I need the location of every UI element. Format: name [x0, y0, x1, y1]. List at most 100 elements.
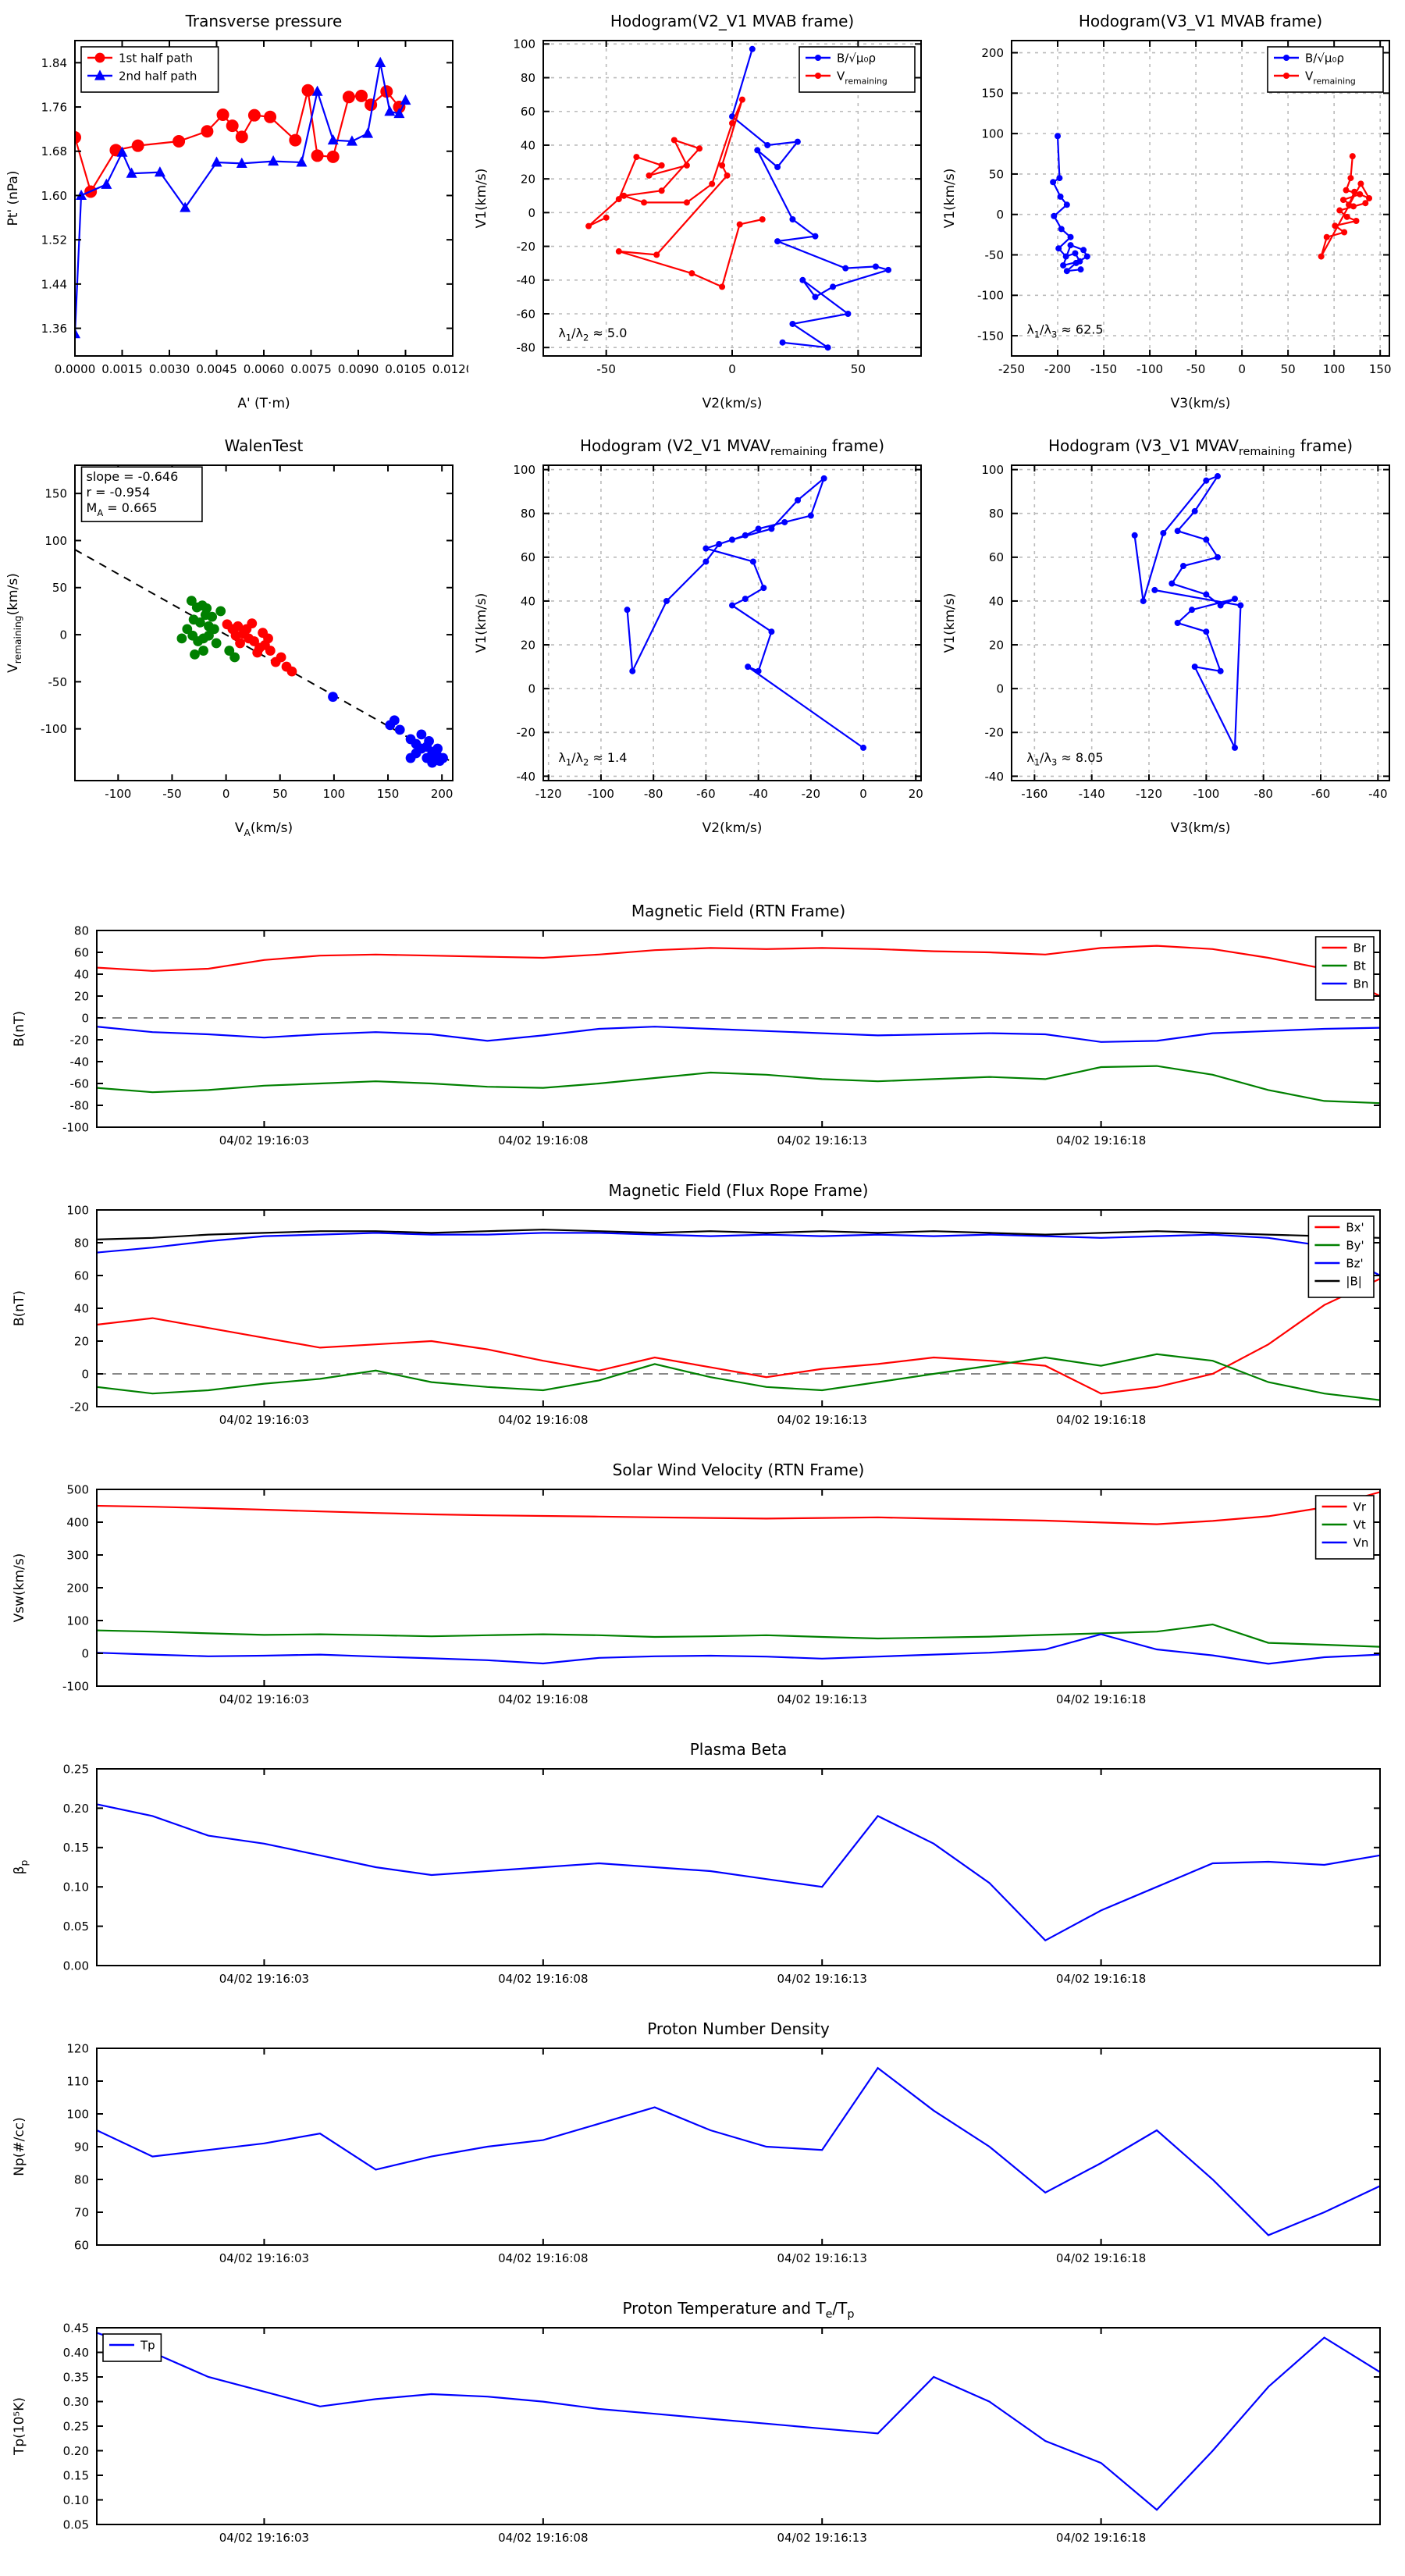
- svg-text:80: 80: [74, 923, 89, 938]
- svg-text:60: 60: [989, 550, 1004, 564]
- svg-text:04/02 19:16:08: 04/02 19:16:08: [498, 1133, 588, 1147]
- svg-text:-50: -50: [596, 362, 616, 376]
- svg-text:0: 0: [528, 682, 535, 696]
- svg-text:0.0090: 0.0090: [338, 362, 379, 376]
- row-second-panels: -100 -50 0 50 100 150 200 -100 -50 0 50 100 150 Walen…: [0, 425, 1405, 840]
- chart-plasma-beta: 04/02 19:16:03 04/02 19:16:08 04/02 19:16:…: [6, 1735, 1399, 2009]
- svg-text:200: 200: [66, 1581, 89, 1595]
- svg-text:0.20: 0.20: [63, 1802, 89, 1816]
- svg-text:Bt: Bt: [1353, 959, 1366, 973]
- chart-transverse-pressure: 0.0000 0.0015 0.0030 0.0045 0.0060 0.0075 0.00…: [0, 0, 468, 415]
- svg-text:04/02 19:16:08: 04/02 19:16:08: [498, 1972, 588, 1986]
- svg-text:1.36: 1.36: [41, 322, 67, 336]
- svg-text:0: 0: [1238, 362, 1246, 376]
- svg-text:04/02 19:16:03: 04/02 19:16:03: [219, 1972, 309, 1986]
- svg-text:-40: -40: [70, 1055, 90, 1069]
- chart-hodogram-v2v1-mvab: -50 0 50 -80 -60 -40 -20 0 20 40 60 80 100 Hodogram(V…: [468, 0, 937, 415]
- svg-text:80: 80: [521, 71, 535, 85]
- chart-magnetic-field-rtn: 04/02 19:16:03 04/02 19:16:08 04/02 19:16:…: [6, 896, 1399, 1171]
- chart-svg: -50 0 50 -80 -60 -40 -20 0 20 40 60 80 100 Hodogram(V…: [474, 12, 922, 411]
- svg-text:20: 20: [989, 638, 1004, 652]
- svg-text:slope = -0.646: slope = -0.646: [87, 469, 179, 484]
- svg-text:-20: -20: [802, 787, 821, 801]
- svg-text:-250: -250: [998, 362, 1025, 376]
- svg-text:04/02 19:16:18: 04/02 19:16:18: [1056, 1692, 1146, 1706]
- svg-text:Proton Temperature and Te/Tp: Proton Temperature and Te/Tp: [622, 2299, 854, 2321]
- svg-text:20: 20: [74, 989, 89, 1003]
- svg-text:80: 80: [989, 507, 1004, 521]
- svg-text:100: 100: [1323, 362, 1346, 376]
- svg-text:WalenTest: WalenTest: [225, 436, 304, 455]
- svg-text:-60: -60: [70, 1076, 90, 1091]
- svg-text:-20: -20: [70, 1033, 90, 1047]
- svg-text:04/02 19:16:18: 04/02 19:16:18: [1056, 2531, 1146, 2545]
- svg-text:1.68: 1.68: [41, 144, 67, 158]
- svg-text:150: 150: [377, 787, 400, 801]
- svg-text:-50: -50: [162, 787, 182, 801]
- svg-text:-100: -100: [62, 1120, 89, 1134]
- svg-text:0.0060: 0.0060: [244, 362, 285, 376]
- svg-text:100: 100: [323, 787, 346, 801]
- svg-text:150: 150: [1369, 362, 1392, 376]
- svg-text:Hodogram(V2_V1 MVAB frame): Hodogram(V2_V1 MVAB frame): [610, 12, 854, 30]
- svg-text:Vt: Vt: [1353, 1518, 1366, 1532]
- svg-text:1st half path: 1st half path: [119, 52, 193, 66]
- svg-text:0.10: 0.10: [63, 1880, 89, 1895]
- svg-text:04/02 19:16:13: 04/02 19:16:13: [777, 2251, 867, 2265]
- svg-text:0.40: 0.40: [63, 2346, 89, 2360]
- chart-proton-temperature: 04/02 19:16:03 04/02 19:16:08 04/02 19:16:…: [6, 2293, 1399, 2568]
- svg-text:04/02 19:16:08: 04/02 19:16:08: [498, 1413, 588, 1427]
- svg-text:V2(km/s): V2(km/s): [702, 396, 763, 411]
- svg-text:Transverse pressure: Transverse pressure: [185, 12, 343, 30]
- svg-text:Vr: Vr: [1353, 1500, 1367, 1514]
- svg-text:-80: -80: [517, 341, 536, 355]
- svg-text:100: 100: [981, 127, 1004, 141]
- svg-text:1.52: 1.52: [41, 233, 67, 247]
- svg-text:0.05: 0.05: [63, 1920, 89, 1934]
- svg-text:04/02 19:16:13: 04/02 19:16:13: [777, 1413, 867, 1427]
- svg-text:200: 200: [431, 787, 454, 801]
- svg-text:-20: -20: [70, 1400, 90, 1414]
- svg-text:Proton Number Density: Proton Number Density: [647, 2019, 830, 2038]
- svg-text:-20: -20: [517, 726, 536, 740]
- svg-text:λ1/λ2 ≈ 1.4: λ1/λ2 ≈ 1.4: [558, 750, 627, 768]
- svg-text:-60: -60: [696, 787, 716, 801]
- svg-text:0.10: 0.10: [63, 2493, 89, 2507]
- svg-text:40: 40: [521, 138, 535, 152]
- svg-text:λ1/λ2 ≈ 5.0: λ1/λ2 ≈ 5.0: [558, 326, 627, 343]
- svg-text:-40: -40: [985, 770, 1005, 784]
- svg-text:-120: -120: [1136, 787, 1162, 801]
- svg-text:-80: -80: [1254, 787, 1273, 801]
- svg-text:|B|: |B|: [1346, 1275, 1361, 1289]
- svg-text:B(nT): B(nT): [12, 1290, 27, 1326]
- svg-text:04/02 19:16:08: 04/02 19:16:08: [498, 2531, 588, 2545]
- svg-text:V1(km/s): V1(km/s): [474, 169, 489, 229]
- svg-text:200: 200: [981, 46, 1004, 60]
- svg-text:r = -0.954: r = -0.954: [87, 485, 151, 500]
- svg-text:1.44: 1.44: [41, 277, 67, 291]
- svg-text:-120: -120: [535, 787, 562, 801]
- svg-text:-200: -200: [1044, 362, 1071, 376]
- svg-text:V1(km/s): V1(km/s): [474, 593, 489, 653]
- row-top-panels: 0.0000 0.0015 0.0030 0.0045 0.0060 0.0075 0.00…: [0, 0, 1405, 415]
- svg-text:80: 80: [521, 507, 535, 521]
- svg-text:0: 0: [728, 362, 736, 376]
- svg-text:λ1/λ3 ≈ 8.05: λ1/λ3 ≈ 8.05: [1026, 750, 1103, 768]
- svg-text:Hodogram (V3_V1 MVAVremaining: Hodogram (V3_V1 MVAVremaining frame): [1048, 436, 1353, 458]
- svg-text:MA = 0.665: MA = 0.665: [87, 500, 158, 518]
- svg-text:04/02 19:16:03: 04/02 19:16:03: [219, 1133, 309, 1147]
- svg-text:-100: -100: [977, 289, 1004, 303]
- svg-text:λ1/λ3 ≈ 62.5: λ1/λ3 ≈ 62.5: [1026, 322, 1103, 340]
- svg-text:04/02 19:16:08: 04/02 19:16:08: [498, 2251, 588, 2265]
- svg-text:20: 20: [521, 173, 535, 187]
- svg-text:Magnetic Field (Flux Rope Fram: Magnetic Field (Flux Rope Frame): [609, 1181, 869, 1200]
- svg-text:V1(km/s): V1(km/s): [942, 169, 958, 229]
- svg-text:0: 0: [59, 628, 67, 642]
- svg-text:60: 60: [521, 550, 535, 564]
- svg-text:100: 100: [66, 1203, 89, 1217]
- svg-text:-100: -100: [105, 787, 131, 801]
- svg-text:0.25: 0.25: [63, 2419, 89, 2433]
- chart-svg: 0.0000 0.0015 0.0030 0.0045 0.0060 0.0075 0.00…: [5, 12, 468, 411]
- svg-text:0.0105: 0.0105: [385, 362, 426, 376]
